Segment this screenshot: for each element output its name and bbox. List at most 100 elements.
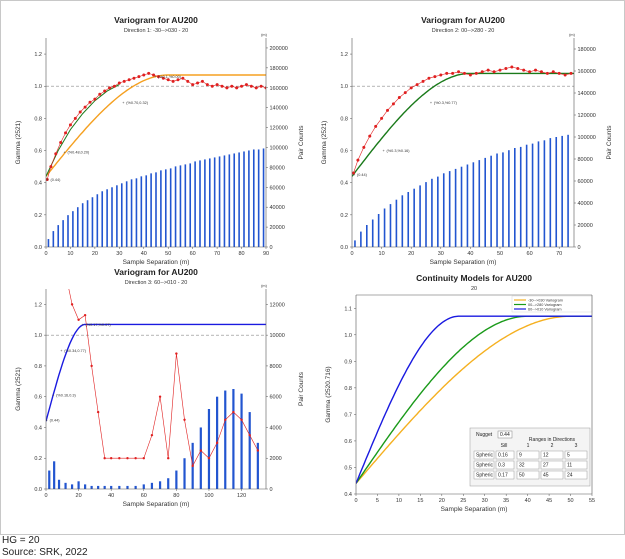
direction-header: 1	[527, 443, 530, 449]
experimental-point	[563, 73, 567, 77]
x-tick-label: 0	[354, 498, 357, 504]
pair-count-bar	[354, 240, 356, 247]
pair-count-bar	[150, 173, 152, 247]
pair-count-bar	[213, 157, 216, 247]
pair-count-bar	[81, 203, 84, 247]
experimental-point	[480, 70, 484, 74]
chart-subtitle: Direction 2: 00-->280 - 20	[432, 28, 495, 34]
x-tick-label: 80	[173, 493, 179, 499]
pair-count-bar	[218, 156, 221, 247]
y2-tick-label: 200000	[270, 46, 288, 52]
annotation-marker: +	[154, 75, 157, 79]
x-tick-label: 0	[44, 251, 47, 257]
x-tick-label: 70	[214, 251, 220, 257]
x-tick-label: 20	[439, 498, 445, 504]
pair-count-bar	[549, 138, 552, 247]
experimental-point	[142, 457, 145, 460]
legend-entry: 00-->280 Variogram	[528, 303, 562, 307]
pair-count-bar	[140, 176, 143, 247]
table-cell-value: 32	[519, 463, 525, 469]
y-tick-label: 0.0	[340, 245, 348, 251]
annotation-marker: +	[60, 349, 63, 353]
x-tick-label: 40	[108, 493, 114, 499]
experimental-point	[528, 70, 532, 74]
pair-count-bar	[145, 175, 148, 247]
experimental-point	[68, 123, 72, 127]
table-cell	[516, 450, 540, 460]
direction-header: 2	[551, 443, 554, 449]
experimental-point	[368, 134, 372, 138]
experimental-point	[142, 73, 146, 77]
pair-count-bar	[174, 166, 177, 247]
x-tick-label: 20	[76, 493, 82, 499]
ranges-header: Ranges in Directions	[529, 437, 576, 443]
pair-count-bar	[120, 183, 123, 247]
experimental-point	[356, 158, 360, 162]
table-cell	[516, 460, 540, 470]
y-tick-label: 1.2	[340, 52, 348, 58]
x-tick-label: 35	[503, 498, 509, 504]
experimental-point	[224, 418, 227, 421]
x-axis-label: Sample Separation (m)	[123, 501, 190, 508]
pair-count-bar	[184, 164, 187, 247]
pair-count-bar	[116, 185, 118, 247]
annotation-label: (%0.17,%0.07)	[85, 323, 111, 327]
experimental-point	[539, 70, 543, 74]
pair-count-bar	[125, 181, 128, 247]
experimental-point	[557, 71, 561, 75]
pair-count-bar	[199, 427, 202, 489]
pair-count-bar	[179, 165, 182, 247]
pair-count-bar	[70, 484, 74, 489]
pair-count-bar	[555, 137, 558, 247]
pair-count-bar	[155, 172, 157, 247]
variogram-direction-2: Variogram for AU200 Direction 2: 00-->280…	[321, 15, 613, 266]
annotation-label: (%0.1,%0.00)	[158, 75, 182, 79]
pair-count-bar	[248, 412, 251, 489]
pair-count-bar	[425, 182, 427, 247]
annotation-marker: +	[52, 394, 55, 398]
pair-count-bar	[52, 231, 55, 247]
y-tick-label: 1.1	[344, 306, 352, 312]
annotation-label: (%0.3,%0.77)	[434, 101, 458, 105]
x-tick-label: 80	[238, 251, 244, 257]
experimental-point	[235, 86, 239, 90]
experimental-point	[181, 76, 185, 80]
corner-unit-label: (m)	[261, 284, 267, 288]
pair-count-bar	[126, 485, 129, 489]
y-tick-label: 0.4	[34, 181, 42, 187]
pair-count-bar	[130, 179, 133, 247]
x-tick-label: 10	[67, 251, 73, 257]
plot-area	[46, 289, 266, 489]
y-tick-label: 0.5	[344, 465, 352, 471]
y2-tick-label: 160000	[270, 86, 288, 92]
experimental-point	[551, 70, 555, 74]
pair-count-bar	[543, 140, 546, 247]
pair-count-bar	[508, 150, 510, 247]
annotation-marker: +	[122, 101, 125, 105]
y-tick-label: 1.2	[34, 302, 42, 308]
table-cell-value: 45	[543, 473, 549, 479]
pair-count-bar	[567, 134, 569, 247]
experimental-point	[462, 71, 466, 75]
annotation-marker: +	[64, 151, 67, 155]
pair-count-bar	[48, 470, 51, 489]
chart-subtitle: Direction 1: -30-->030 - 20	[124, 28, 188, 34]
experimental-point	[427, 76, 431, 80]
y2-tick-label: 180000	[270, 66, 288, 72]
experimental-point	[391, 102, 395, 106]
annotation-marker: +	[46, 178, 49, 182]
pair-count-bar	[407, 192, 410, 247]
experimental-point	[83, 105, 87, 109]
caption-hg: HG = 20	[2, 535, 40, 546]
experimental-point	[96, 410, 100, 414]
x-tick-label: 40	[525, 498, 531, 504]
experimental-point	[207, 457, 211, 460]
x-tick-label: 40	[467, 251, 473, 257]
y2-tick-label: 20000	[270, 225, 285, 231]
y-tick-label: 0.8	[344, 386, 352, 392]
experimental-point	[230, 84, 234, 88]
experimental-point	[117, 81, 121, 85]
pair-count-bar	[256, 442, 259, 489]
y-tick-label: 0.8	[34, 116, 42, 122]
pair-count-bar	[224, 390, 227, 489]
